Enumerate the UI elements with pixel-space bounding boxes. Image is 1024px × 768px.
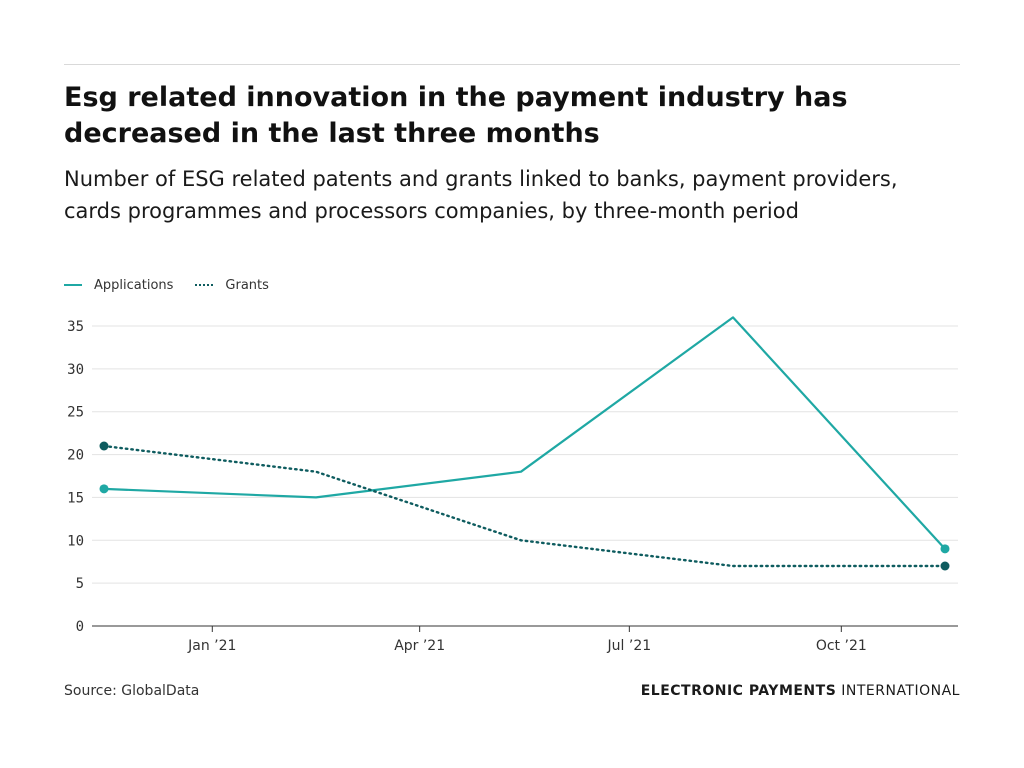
series-line-applications xyxy=(102,316,947,550)
x-tick-label: Jul ’21 xyxy=(607,638,652,654)
brand-logo: ELECTRONIC PAYMENTS INTERNATIONAL xyxy=(641,683,960,699)
y-tick-label: 35 xyxy=(67,319,84,335)
legend-label-grants: Grants xyxy=(225,277,269,293)
x-tick-label: Apr ’21 xyxy=(394,638,445,654)
x-tick-label: Oct ’21 xyxy=(816,638,867,654)
legend-item-applications: Applications xyxy=(64,278,173,293)
source-note: Source: GlobalData xyxy=(64,683,200,699)
legend-label-applications: Applications xyxy=(94,277,174,293)
y-tick-label: 20 xyxy=(67,448,84,464)
brand-bold: ELECTRONIC PAYMENTS xyxy=(640,683,837,699)
line-chart: 0 5 10 15 20 25 30 35 Jan ’21 Apr ’21 Jul ’21 Oct ’… xyxy=(67,316,958,654)
data-point-applications xyxy=(940,544,950,554)
y-tick-label: 10 xyxy=(67,533,84,549)
brand-light: INTERNATIONAL xyxy=(836,683,960,699)
legend-swatch-solid xyxy=(64,284,82,286)
data-point-grants xyxy=(940,561,950,571)
y-tick-label: 5 xyxy=(76,576,84,592)
top-rule xyxy=(64,64,960,65)
y-tick-label: 15 xyxy=(67,490,84,506)
y-tick-label: 30 xyxy=(67,362,84,378)
series-line-grants xyxy=(102,444,947,568)
x-tick-label: Jan ’21 xyxy=(187,638,236,654)
y-tick-label: 0 xyxy=(76,619,84,635)
data-point-applications xyxy=(99,484,109,494)
chart-subtitle: Number of ESG related patents and grants… xyxy=(64,167,898,223)
legend: Applications Grants xyxy=(64,275,291,295)
y-tick-label: 25 xyxy=(67,405,84,421)
chart-title: Esg related innovation in the payment in… xyxy=(64,82,848,149)
data-point-grants xyxy=(99,441,109,451)
legend-item-grants: Grants xyxy=(195,278,269,293)
legend-swatch-dotted xyxy=(195,284,214,286)
